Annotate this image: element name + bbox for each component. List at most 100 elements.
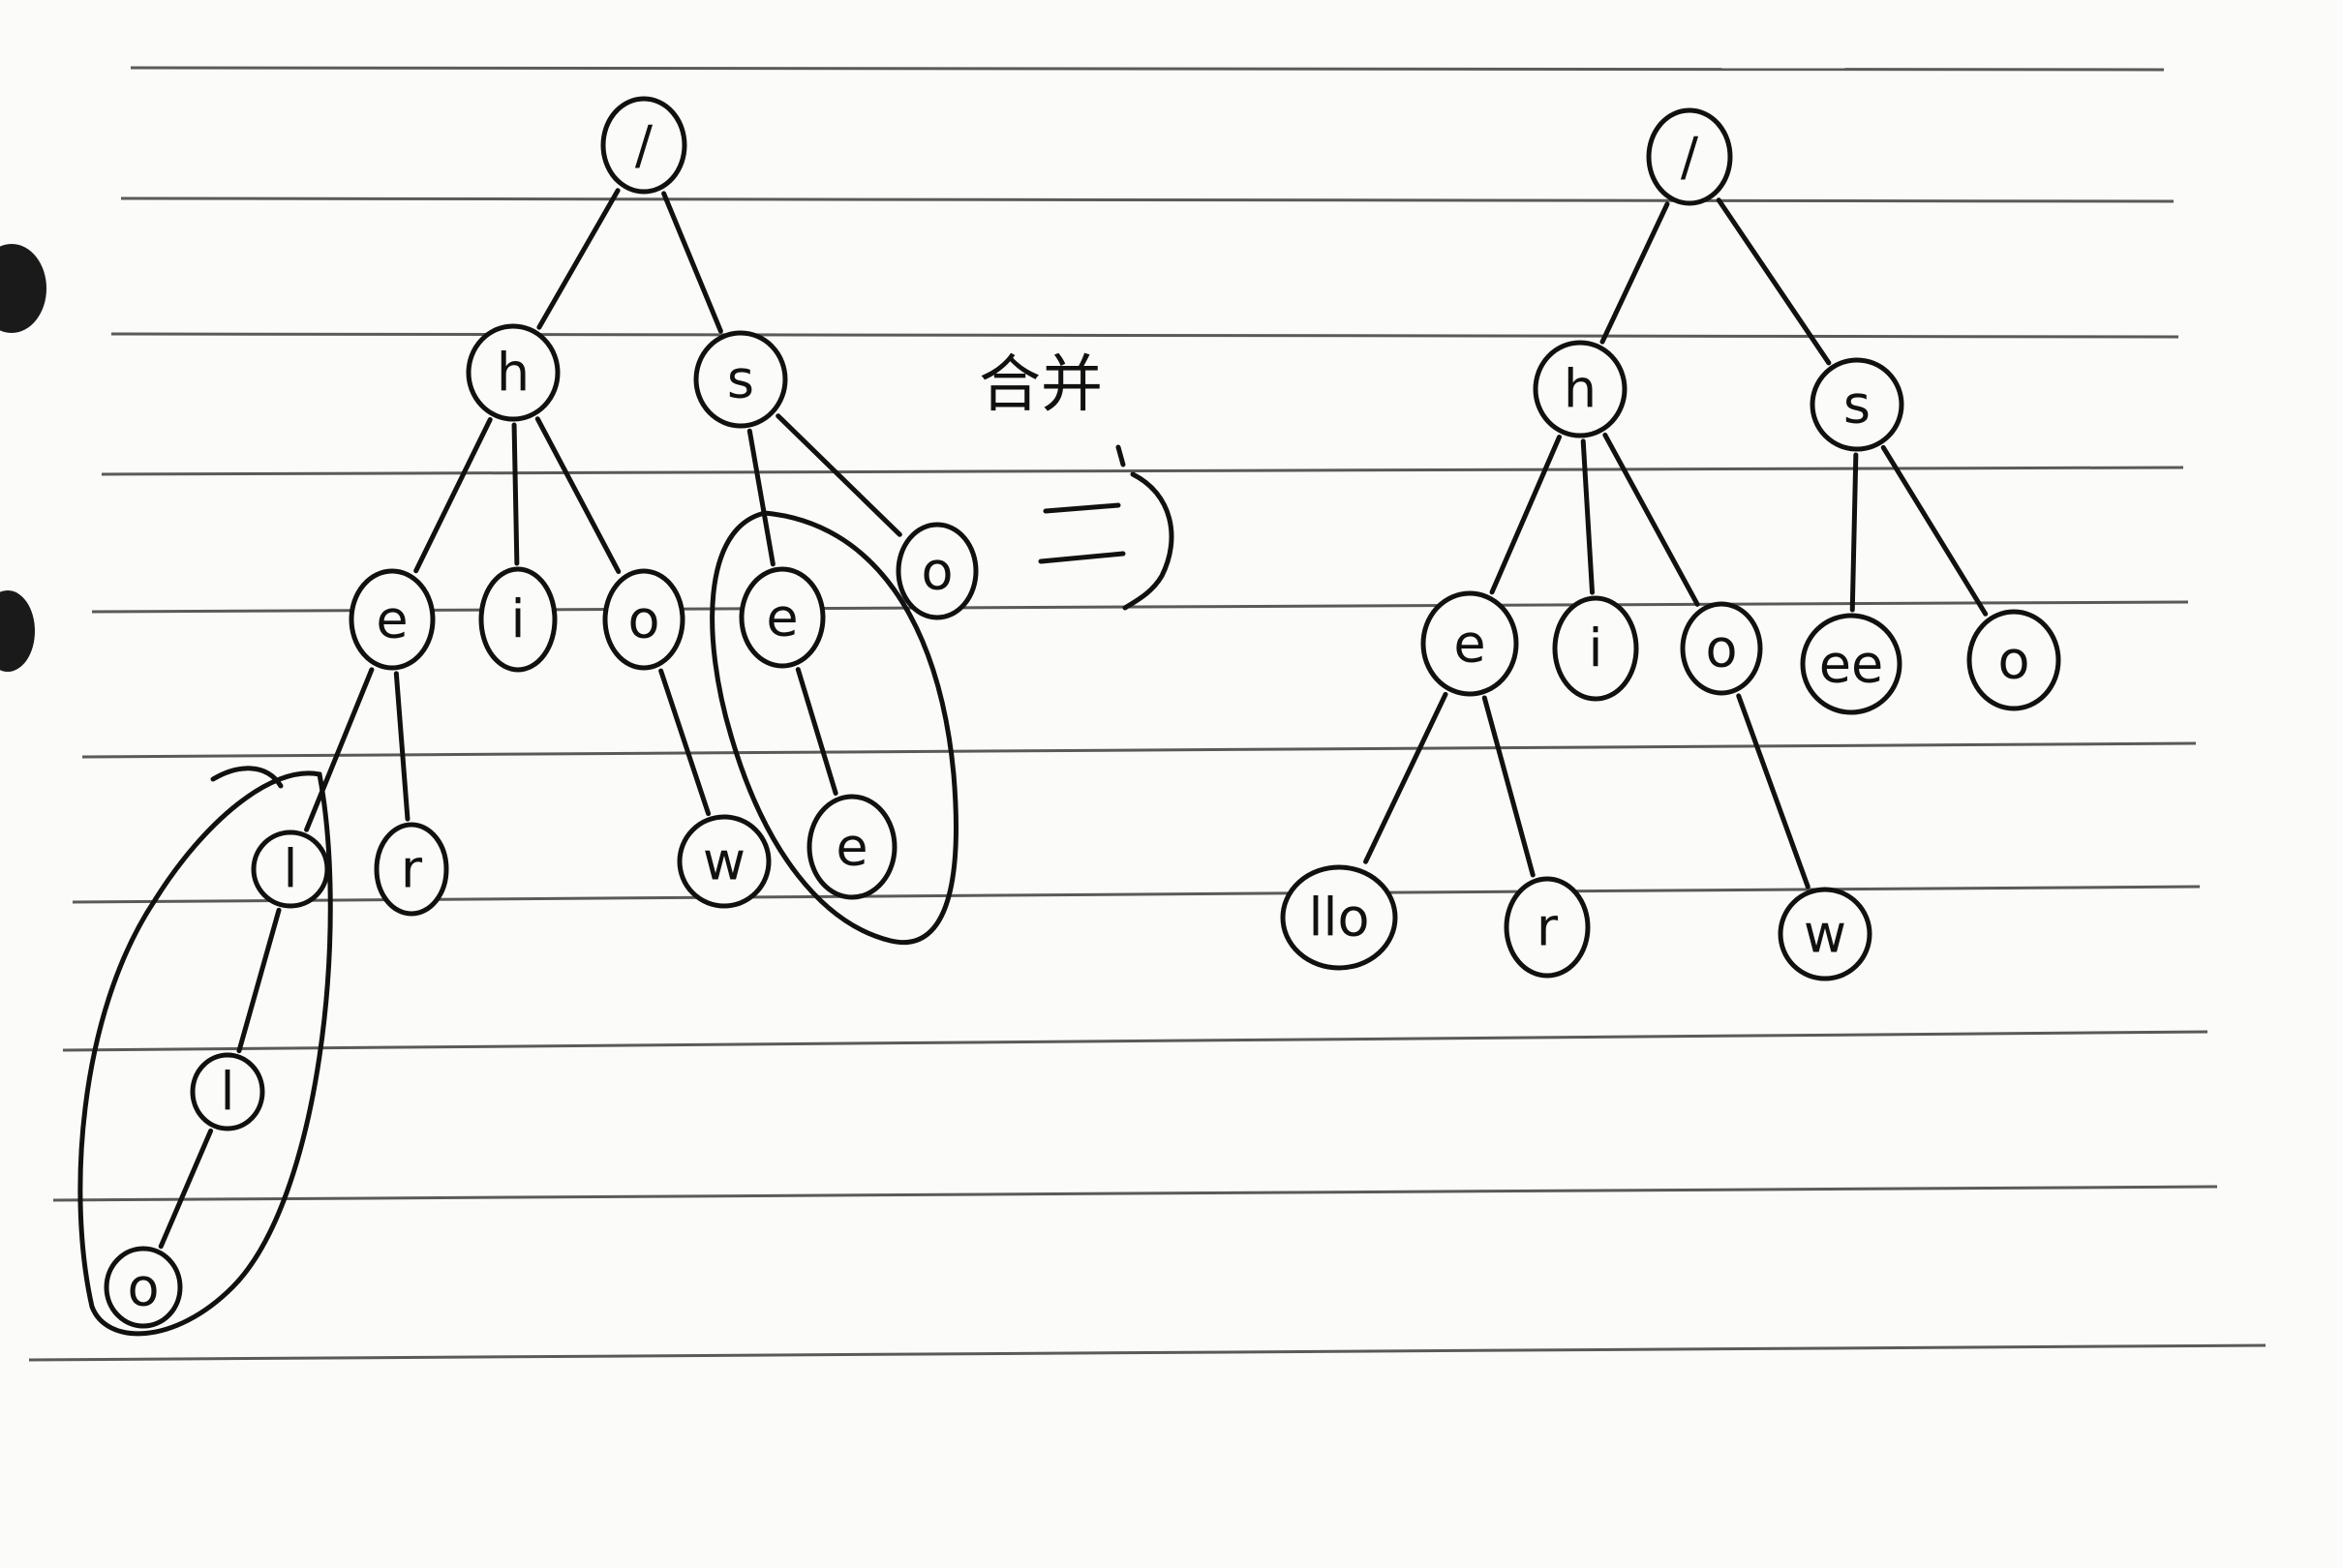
right-tree-node-label: ee xyxy=(1819,634,1883,695)
left-tree-node-se: e xyxy=(739,566,826,669)
left-tree-node-label: s xyxy=(727,349,754,410)
right-tree-node-ring xyxy=(1810,357,1904,452)
right-tree-edge-s-so xyxy=(1880,444,1989,617)
circled-group-ee xyxy=(710,510,958,946)
left-tree-node-e: e xyxy=(349,568,436,671)
merge-label: 合并 xyxy=(979,349,1103,421)
left-tree-edge-root-h xyxy=(536,188,621,330)
left-tree-edge-h-i xyxy=(511,422,520,566)
left-tree-node-ring xyxy=(374,822,449,917)
right-tree-node-i: i xyxy=(1552,595,1639,702)
right-tree-node-label: o xyxy=(1705,618,1737,679)
right-tree-node-label: r xyxy=(1537,897,1559,958)
right-tree-node-label: i xyxy=(1588,618,1602,679)
merge-annotation: 合并 xyxy=(979,349,1174,611)
ruled-line xyxy=(28,1343,2267,1362)
right-tree-node-h: h xyxy=(1533,340,1628,438)
right-tree-node-r: r xyxy=(1504,876,1591,979)
ruled-line xyxy=(52,1185,2218,1202)
left-tree-circled-groups xyxy=(77,510,958,1337)
ruled-line xyxy=(62,1030,2208,1052)
binder-hole xyxy=(0,590,35,672)
left-tree-node-ring xyxy=(896,522,979,620)
left-tree-node-label: / xyxy=(635,115,654,176)
right-tree-edge-o-w xyxy=(1736,693,1810,890)
left-tree-node-so: o xyxy=(896,522,979,620)
ruled-line xyxy=(120,196,2175,203)
right-tree-node-ring xyxy=(1778,887,1872,981)
right-tree-node-label: o xyxy=(1997,630,2029,691)
right-tree-node-ring xyxy=(1280,864,1398,971)
right-tree-edge-e-r xyxy=(1481,695,1536,878)
right-tree-node-label: / xyxy=(1681,127,1699,188)
ruled-line xyxy=(110,332,2179,339)
left-tree-node-ring xyxy=(806,794,898,900)
left-tree-edge-l1-l2 xyxy=(236,907,282,1054)
left-tree-node-h: h xyxy=(466,323,561,422)
right-tree-nodes: / h s e i o ee o llo r w xyxy=(1280,107,2061,981)
right-tree-node-label: llo xyxy=(1308,888,1369,949)
left-tree-node-s: s xyxy=(693,330,788,429)
right-tree-edge-h-e xyxy=(1489,435,1563,595)
right-tree-node-ring xyxy=(1966,609,2061,711)
left-tree-node-ring xyxy=(104,1246,183,1329)
right-tree-node-ee: ee xyxy=(1800,613,1902,715)
right-tree-node-e: e xyxy=(1420,590,1519,697)
right-tree-node-label: w xyxy=(1804,904,1846,965)
right-tree-node-s: s xyxy=(1810,357,1904,452)
right-tree-node-ring xyxy=(1680,601,1763,696)
left-tree-node-i: i xyxy=(478,566,558,673)
left-tree-node-ring xyxy=(190,1052,265,1131)
left-tree-node-ring xyxy=(677,814,772,909)
right-tree-node-w: w xyxy=(1778,887,1872,981)
right-tree-node-ring xyxy=(1646,107,1733,206)
left-tree-edge-e-l1 xyxy=(304,667,375,832)
right-tree-edge-s-ee xyxy=(1849,452,1859,613)
right-tree-edges xyxy=(1363,197,1989,890)
left-tree-edges xyxy=(158,188,902,1250)
left-tree-node-r: r xyxy=(374,822,449,917)
left-tree-node-label: e xyxy=(836,817,867,878)
left-tree-node-label: e xyxy=(766,588,798,648)
binder-hole xyxy=(0,244,46,333)
ruled-line xyxy=(101,466,2184,476)
left-tree-node-label: o xyxy=(127,1257,159,1318)
left-tree-node-label: o xyxy=(921,541,953,602)
merge-tick xyxy=(1115,444,1126,467)
left-tree-edge-l2-lo xyxy=(158,1128,214,1250)
right-tree-edge-root-s xyxy=(1716,197,1832,366)
right-tree-node-llo: llo xyxy=(1280,864,1398,971)
left-tree-node-ring xyxy=(251,829,330,909)
left-tree-node-ring xyxy=(739,566,826,669)
left-tree-node-label: l xyxy=(283,839,297,900)
left-tree-node-ring xyxy=(602,568,685,671)
ruled-line xyxy=(130,66,2165,72)
circled-group-ee-arrow xyxy=(210,766,284,789)
ruled-line xyxy=(91,600,2189,614)
right-tree-node-root: / xyxy=(1646,107,1733,206)
left-tree-edge-o-w xyxy=(658,668,712,817)
right-tree-node-label: e xyxy=(1453,614,1485,675)
left-tree-node-ring xyxy=(478,566,558,673)
circled-group-llo xyxy=(77,770,333,1337)
left-tree-node-label: h xyxy=(497,343,530,404)
left-tree-node-ring xyxy=(600,96,687,195)
left-tree-node-l2: l xyxy=(190,1052,265,1131)
left-tree-node-label: e xyxy=(376,589,408,650)
right-tree-node-ring xyxy=(1800,613,1902,715)
merge-arrow-bracket xyxy=(1122,471,1174,611)
left-tree-node-label: o xyxy=(627,589,659,650)
equals-top-stroke xyxy=(1043,502,1121,514)
left-tree-node-see: e xyxy=(806,794,898,900)
right-tree-node-ring xyxy=(1504,876,1591,979)
left-tree-node-label: i xyxy=(510,589,525,650)
left-tree-nodes: / h s e i o e o l r w e l o xyxy=(104,96,979,1329)
right-tree-node-label: h xyxy=(1564,359,1597,420)
ruled-lines xyxy=(28,66,2267,1362)
equals-bottom-stroke xyxy=(1038,551,1126,564)
left-tree-node-label: r xyxy=(401,839,423,900)
right-tree-node-o: o xyxy=(1680,601,1763,696)
left-tree-edge-h-o xyxy=(534,416,622,575)
